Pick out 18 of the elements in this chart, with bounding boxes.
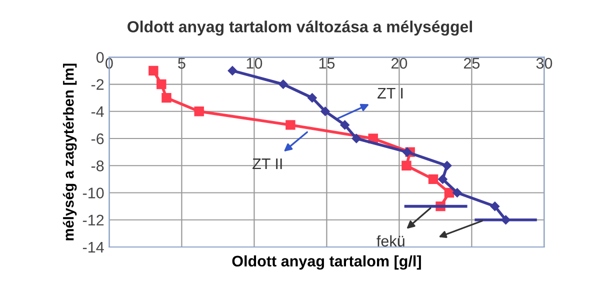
annotation: ZT I	[378, 88, 403, 98]
x-axis-title: Oldott anyag tartalom [g/l]	[232, 255, 421, 270]
y-tick-label: -2	[91, 79, 104, 90]
y-tick-label: -10	[82, 188, 104, 198]
chart-title: Oldott anyag tartalom változása a mélységgel	[128, 20, 472, 36]
x-tick-label: 5	[178, 58, 186, 69]
x-tick-label: 10	[246, 58, 262, 69]
annotation: fekü	[376, 235, 404, 247]
y-tick-label: -4	[91, 106, 104, 117]
y-axis-title: mélység a zagytérben [m]	[62, 64, 77, 240]
y-tick-label: -14	[82, 242, 104, 253]
annotation: ZT II	[252, 158, 282, 170]
x-tick-label: 25	[464, 58, 480, 69]
y-tick-label: -12	[82, 214, 104, 226]
x-tick-label: 15	[319, 58, 335, 69]
y-tick-label: -6	[91, 133, 104, 144]
x-tick-label: 20	[391, 58, 408, 69]
y-tick-label: -8	[91, 160, 104, 172]
